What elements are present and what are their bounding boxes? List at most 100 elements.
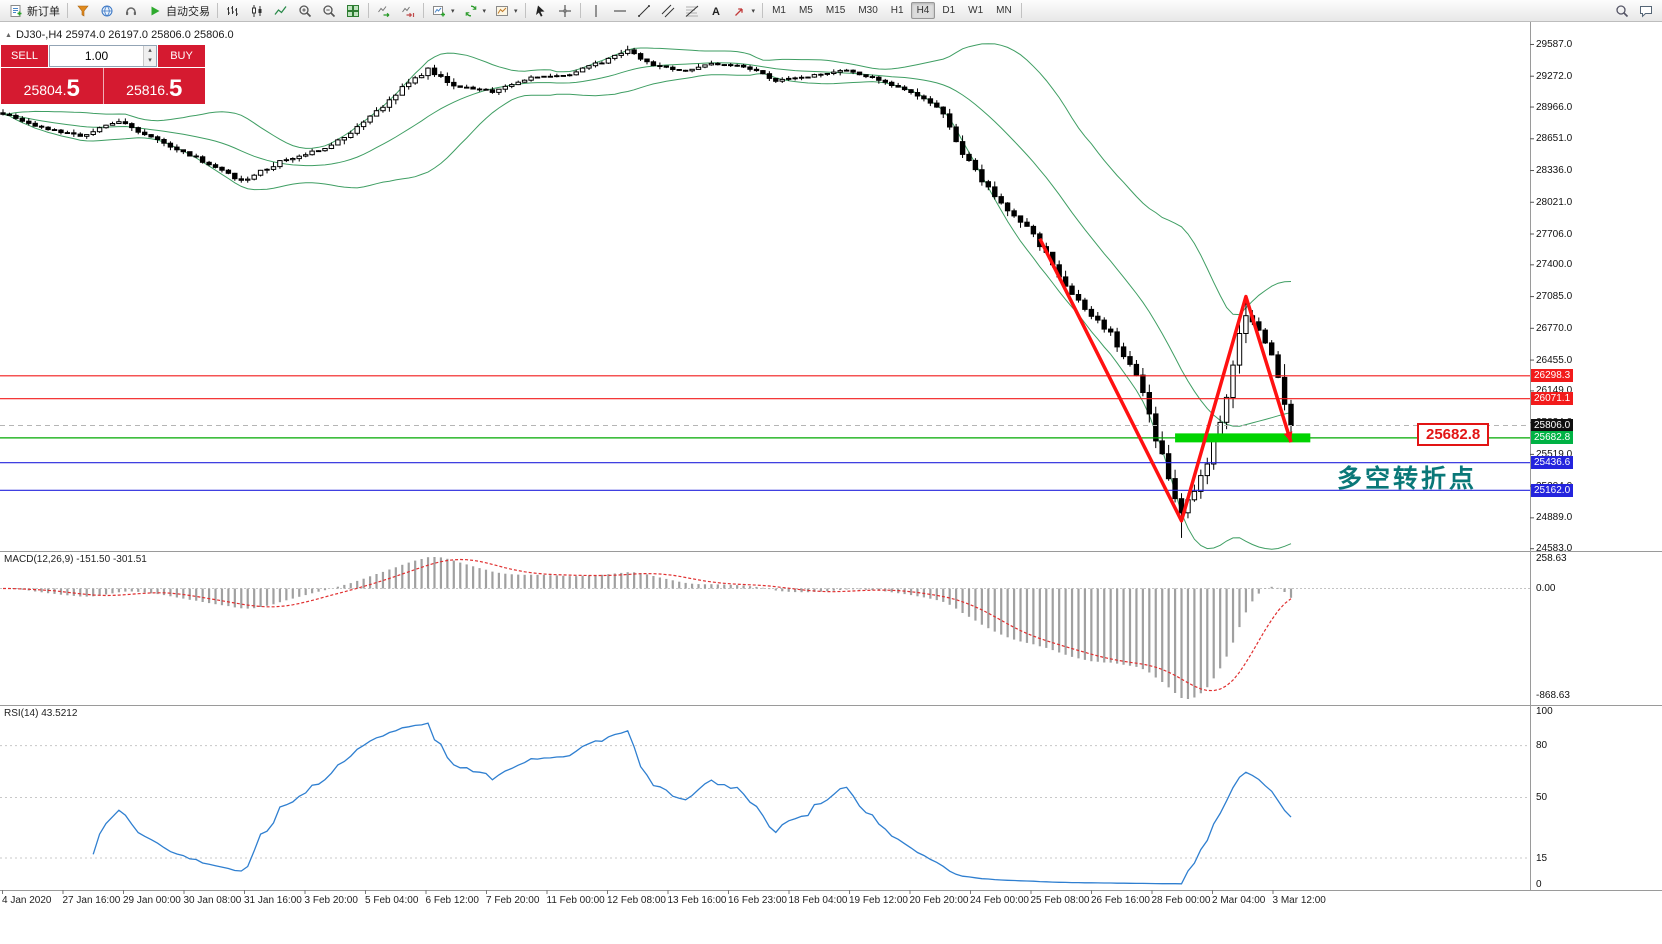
text-tool-button[interactable]: A bbox=[704, 1, 728, 21]
price-flag-label[interactable]: 25682.8 bbox=[1417, 423, 1490, 446]
toolbar-separator bbox=[524, 3, 526, 18]
profiles-button[interactable]: ▾ bbox=[459, 1, 491, 21]
timeframe-group: M1 M5 M15 M30 H1 H4 D1 W1 MN bbox=[766, 2, 1018, 19]
community-button[interactable] bbox=[95, 1, 119, 21]
auto-scroll-button[interactable] bbox=[372, 1, 396, 21]
buy-button[interactable]: BUY bbox=[158, 45, 205, 67]
arrows-tool-button[interactable]: ▾ bbox=[728, 1, 760, 21]
timeframe-m30[interactable]: M30 bbox=[858, 5, 878, 16]
vertical-line-icon bbox=[588, 3, 604, 19]
autotrading-play-icon bbox=[147, 3, 163, 19]
timeframe-d1[interactable]: D1 bbox=[942, 5, 956, 16]
cursor-icon bbox=[533, 3, 549, 19]
headset-icon bbox=[123, 3, 139, 19]
time-axis-label[interactable]: 26 Feb 16:00 bbox=[1091, 895, 1150, 906]
turning-point-annotation[interactable]: 多空转折点 bbox=[1337, 465, 1478, 493]
volume-stepper[interactable]: 1.00 ▴ ▾ bbox=[49, 45, 157, 67]
time-axis-label[interactable]: 16 Feb 23:00 bbox=[728, 895, 787, 906]
zoom-in-button[interactable] bbox=[293, 1, 317, 21]
price-axis-tag: 26298.3 bbox=[1531, 369, 1574, 383]
time-axis-label[interactable]: 28 Feb 00:00 bbox=[1151, 895, 1211, 906]
time-axis-label[interactable]: 11 Feb 00:00 bbox=[546, 895, 605, 906]
chat-bubble-icon bbox=[1638, 3, 1654, 19]
zoom-out-button[interactable] bbox=[317, 1, 341, 21]
timeframe-m1[interactable]: M1 bbox=[772, 5, 786, 16]
chart-shift-button[interactable] bbox=[396, 1, 420, 21]
time-axis-label[interactable]: 18 Feb 04:00 bbox=[788, 895, 848, 906]
tile-windows-button[interactable] bbox=[341, 1, 365, 21]
buy-price[interactable]: 25816. 5 bbox=[102, 68, 206, 104]
templates-button[interactable]: ▾ bbox=[490, 1, 522, 21]
arrow-shape-icon bbox=[732, 3, 748, 19]
time-axis-label[interactable]: 3 Mar 12:00 bbox=[1272, 895, 1326, 906]
toolbar-right-group bbox=[1610, 1, 1658, 21]
time-axis-label[interactable]: 2 Mar 04:00 bbox=[1212, 895, 1266, 906]
search-button[interactable] bbox=[1610, 1, 1634, 21]
timeframe-h4[interactable]: H4 bbox=[910, 2, 936, 19]
timeframe-m5[interactable]: M5 bbox=[798, 5, 813, 16]
price-axis-tag: 26071.1 bbox=[1531, 392, 1574, 406]
volume-value[interactable]: 1.00 bbox=[84, 49, 109, 63]
timeframe-h1[interactable]: H1 bbox=[890, 5, 904, 16]
symbol-info: ▲ DJ30-,H4 25974.0 26197.0 25806.0 25806… bbox=[5, 29, 234, 41]
time-axis-label[interactable]: 5 Feb 04:00 bbox=[365, 895, 419, 906]
horizontal-line-tool-button[interactable] bbox=[608, 1, 632, 21]
crosshair-tool-button[interactable] bbox=[553, 1, 577, 21]
time-axis-label[interactable]: 31 Jan 16:00 bbox=[244, 895, 302, 906]
funnel-icon bbox=[75, 3, 91, 19]
strategy-tester-button[interactable] bbox=[71, 1, 95, 21]
search-icon bbox=[1614, 3, 1630, 19]
support-button[interactable] bbox=[119, 1, 143, 21]
fibonacci-tool-button[interactable] bbox=[680, 1, 704, 21]
time-axis-label[interactable]: 20 Feb 20:00 bbox=[909, 895, 969, 906]
candle-chart-mode-button[interactable] bbox=[245, 1, 269, 21]
volume-down-icon[interactable]: ▾ bbox=[144, 56, 156, 66]
chevron-down-icon: ▾ bbox=[482, 7, 487, 15]
price-axis-label: 29272.0 bbox=[1536, 70, 1573, 82]
bar-chart-mode-button[interactable] bbox=[221, 1, 245, 21]
timeframe-w1[interactable]: W1 bbox=[968, 5, 984, 16]
zoom-in-icon bbox=[297, 3, 313, 19]
volume-up-icon[interactable]: ▴ bbox=[144, 46, 156, 56]
time-axis-label[interactable]: 4 Jan 2020 bbox=[2, 895, 52, 906]
new-chart-button[interactable]: ▾ bbox=[427, 1, 459, 21]
one-click-trading-panel: SELL 1.00 ▴ ▾ BUY 25804. 5 25816. 5 bbox=[1, 45, 205, 104]
trendline-tool-button[interactable] bbox=[632, 1, 656, 21]
cursor-tool-button[interactable] bbox=[529, 1, 553, 21]
rsi-label: RSI(14) 43.5212 bbox=[4, 708, 78, 719]
vertical-line-tool-button[interactable] bbox=[584, 1, 608, 21]
fibonacci-icon bbox=[684, 3, 700, 19]
line-chart-mode-button[interactable] bbox=[269, 1, 293, 21]
sell-button[interactable]: SELL bbox=[1, 45, 48, 67]
new-order-button[interactable]: 新订单 bbox=[4, 1, 64, 21]
price-axis-label: 28021.0 bbox=[1536, 196, 1573, 208]
sell-price[interactable]: 25804. 5 bbox=[1, 68, 103, 104]
timeframe-m15[interactable]: M15 bbox=[825, 5, 846, 16]
line-chart-icon bbox=[273, 3, 289, 19]
rsi-axis-label: 80 bbox=[1536, 740, 1548, 752]
time-axis-label[interactable]: 25 Feb 08:00 bbox=[1030, 895, 1090, 906]
time-axis-label[interactable]: 30 Jan 08:00 bbox=[183, 895, 242, 906]
time-axis-label[interactable]: 7 Feb 20:00 bbox=[486, 895, 540, 906]
price-axis-label: 28966.0 bbox=[1536, 101, 1573, 113]
toolbar-separator bbox=[762, 3, 764, 18]
time-axis-label[interactable]: 12 Feb 08:00 bbox=[607, 895, 666, 906]
time-axis-label[interactable]: 6 Feb 12:00 bbox=[425, 895, 479, 906]
time-axis-label[interactable]: 19 Feb 12:00 bbox=[849, 895, 908, 906]
chat-button[interactable] bbox=[1634, 1, 1658, 21]
time-axis-label[interactable]: 27 Jan 16:00 bbox=[62, 895, 121, 906]
time-axis-label[interactable]: 24 Feb 00:00 bbox=[970, 895, 1029, 906]
autotrading-button[interactable]: 自动交易 bbox=[143, 1, 214, 21]
channel-tool-button[interactable] bbox=[656, 1, 680, 21]
macd-axis-label: 0.00 bbox=[1536, 582, 1556, 594]
sell-price-main: 25804. bbox=[23, 82, 67, 98]
timeframe-mn[interactable]: MN bbox=[996, 5, 1012, 16]
time-axis-label[interactable]: 3 Feb 20:00 bbox=[304, 895, 358, 906]
oneclick-collapse-icon[interactable]: ▲ bbox=[5, 31, 12, 39]
rsi-axis-label: 100 bbox=[1536, 705, 1553, 717]
time-axis-label[interactable]: 13 Feb 16:00 bbox=[667, 895, 727, 906]
zoom-out-icon bbox=[321, 3, 337, 19]
globe-icon bbox=[99, 3, 115, 19]
time-axis-label[interactable]: 29 Jan 00:00 bbox=[123, 895, 181, 906]
